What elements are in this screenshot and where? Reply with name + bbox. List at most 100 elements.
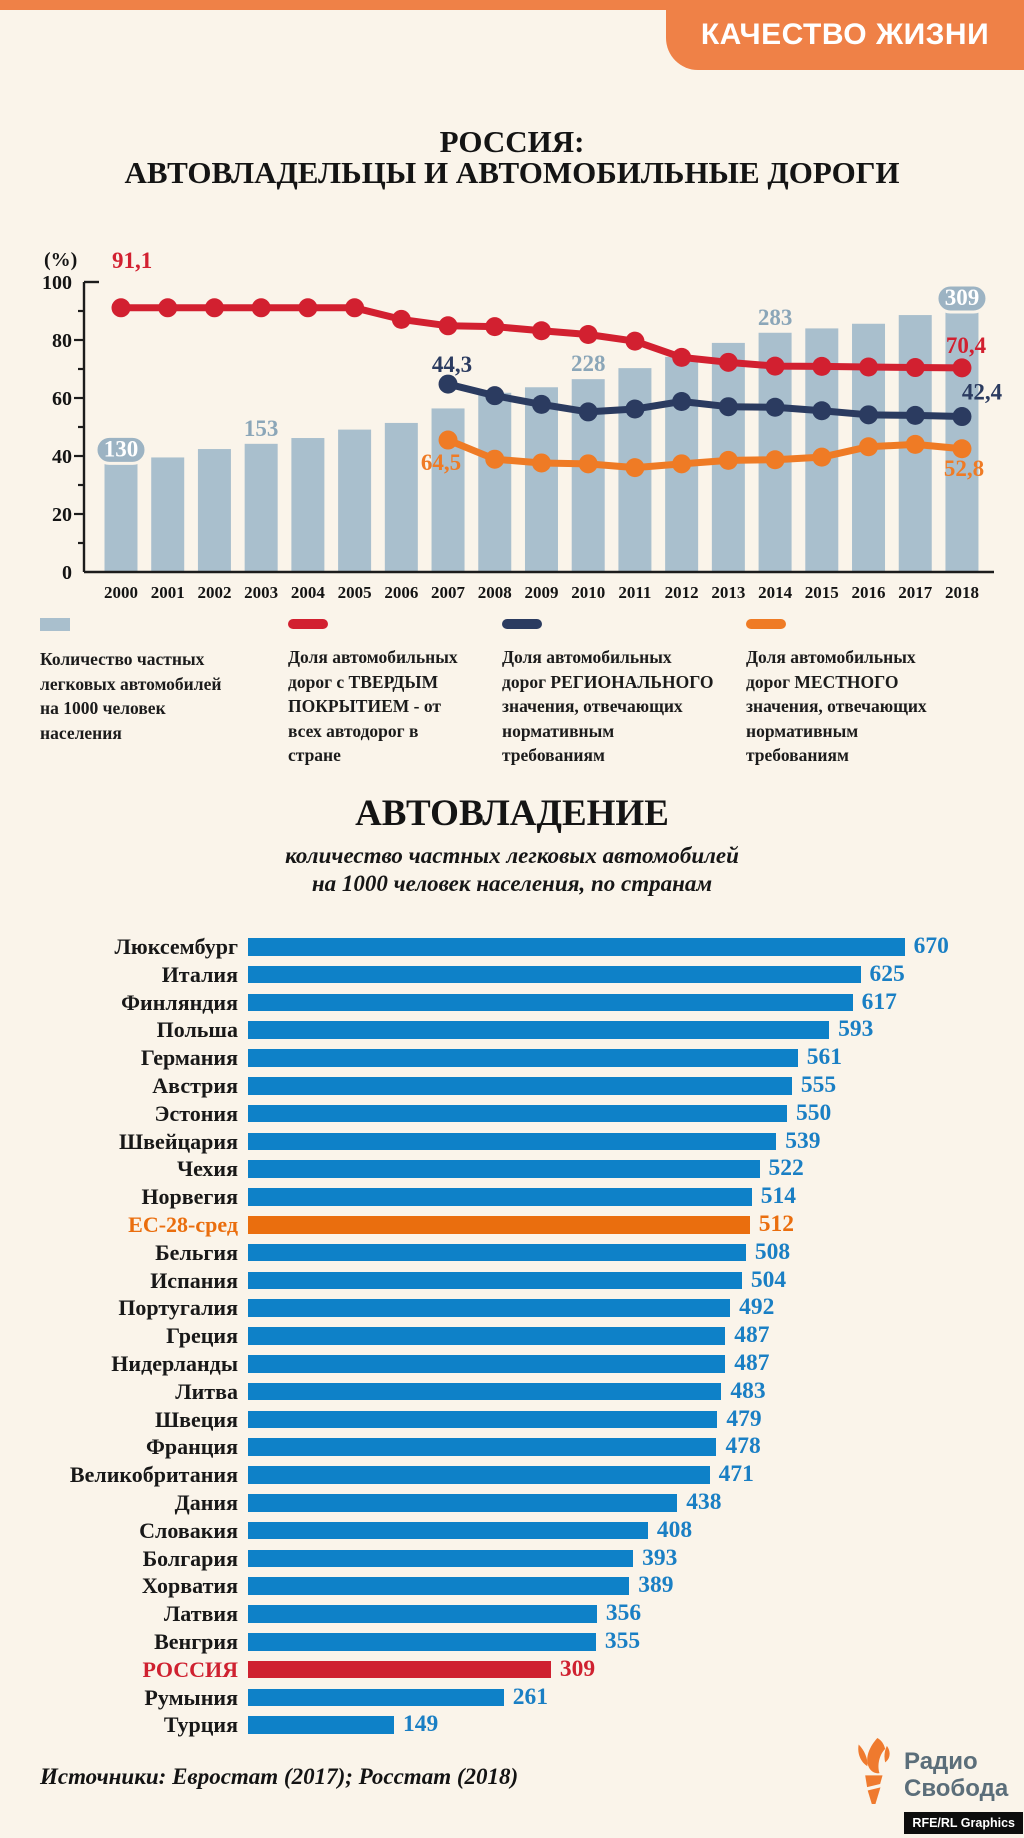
country-row-ЕС-28-сред: ЕС-28-сред 512 xyxy=(0,1211,1024,1239)
ownership-chart-title: АВТОВЛАДЕНИЕ xyxy=(355,793,669,834)
regional-roads-point-2007 xyxy=(438,374,458,394)
y-tick-label: 100 xyxy=(42,272,72,294)
country-value: 149 xyxy=(403,1711,439,1738)
country-bar xyxy=(248,1077,792,1095)
local-roads-point-2011 xyxy=(625,458,645,478)
country-row-Бельгия: Бельгия 508 xyxy=(0,1239,1024,1267)
paved-roads-point-2010 xyxy=(578,324,598,344)
country-row-Испания: Испания 504 xyxy=(0,1267,1024,1295)
regional-roads-point-2011 xyxy=(625,399,645,419)
country-label: Германия xyxy=(140,1045,238,1071)
paved-roads-point-2016 xyxy=(859,357,879,377)
legend-item-0: Количество частных легковых автомобилей … xyxy=(40,612,221,745)
local-roads-last-label: 52,8 xyxy=(944,456,984,481)
x-tick-label-2010: 2010 xyxy=(571,583,605,602)
country-row-Швейцария: Швейцария 539 xyxy=(0,1128,1024,1156)
local-roads-point-2009 xyxy=(531,453,551,473)
country-value: 483 xyxy=(730,1377,766,1404)
country-bar xyxy=(248,1605,597,1623)
x-tick-label-2007: 2007 xyxy=(431,583,466,602)
top-orange-strip xyxy=(0,0,1024,10)
country-bar xyxy=(248,1021,830,1039)
bar-value-label-2010: 228 xyxy=(571,351,606,376)
page-title-line1: РОССИЯ: xyxy=(439,124,585,159)
local-roads-point-2007 xyxy=(438,430,458,450)
x-tick-label-2003: 2003 xyxy=(244,583,278,602)
country-label: Италия xyxy=(161,961,238,987)
regional-roads-point-2016 xyxy=(859,405,879,425)
car-ownership-bar-2004 xyxy=(291,438,325,572)
country-label: РОССИЯ xyxy=(142,1656,238,1682)
paved-roads-point-2000 xyxy=(111,298,131,318)
country-row-Норвегия: Норвегия 514 xyxy=(0,1183,1024,1211)
x-tick-label-2014: 2014 xyxy=(758,583,793,602)
country-value: 478 xyxy=(725,1433,761,1460)
country-value: 504 xyxy=(750,1266,787,1293)
local-roads-point-2018 xyxy=(952,439,972,459)
country-value: 508 xyxy=(754,1238,791,1265)
country-value: 593 xyxy=(838,1016,874,1043)
x-tick-label-2000: 2000 xyxy=(104,583,138,602)
x-tick-label-2012: 2012 xyxy=(665,583,699,602)
torch-icon xyxy=(858,1738,890,1804)
regional-roads-point-2017 xyxy=(905,405,925,425)
country-label: Нидерланды xyxy=(111,1351,238,1376)
y-tick-label: 80 xyxy=(52,330,72,352)
local-roads-point-2012 xyxy=(672,454,692,474)
country-label: Португалия xyxy=(118,1295,238,1321)
country-row-Австрия: Австрия 555 xyxy=(0,1072,1024,1100)
paved-roads-point-2018 xyxy=(952,358,972,378)
country-bar xyxy=(248,1466,710,1484)
legend-line-swatch xyxy=(746,619,786,629)
bar-value-label-2003: 153 xyxy=(244,416,279,441)
local-roads-point-2015 xyxy=(812,447,832,467)
country-value: 487 xyxy=(734,1350,770,1376)
country-bar xyxy=(248,1688,504,1707)
regional-roads-point-2014 xyxy=(765,397,785,417)
country-label: Дания xyxy=(174,1490,238,1515)
country-bar xyxy=(248,1660,551,1679)
country-row-Португалия: Португалия 492 xyxy=(0,1294,1024,1322)
country-row-Германия: Германия 561 xyxy=(0,1044,1024,1072)
regional-roads-point-2013 xyxy=(718,397,738,417)
ownership-chart-subtitle: количество частных легковых автомобилей … xyxy=(285,843,739,897)
country-bar xyxy=(248,1188,752,1206)
country-label: Великобритания xyxy=(69,1462,238,1488)
country-row-Латвия: Латвия 356 xyxy=(0,1600,1024,1628)
paved-roads-point-2005 xyxy=(345,298,365,318)
country-row-Франция: Франция 478 xyxy=(0,1433,1024,1461)
regional-roads-point-2015 xyxy=(812,401,832,421)
country-bar xyxy=(248,1132,777,1151)
regional-roads-point-2018 xyxy=(952,407,972,427)
paved-roads-point-2003 xyxy=(251,298,271,318)
country-value: 514 xyxy=(760,1183,796,1210)
sources-note: Источники: Евростат (2017); Росстат (201… xyxy=(40,1764,519,1789)
country-bar xyxy=(248,1577,630,1595)
country-label: Венгрия xyxy=(154,1629,238,1654)
country-bar xyxy=(248,1299,731,1317)
y-tick-label: 20 xyxy=(52,504,72,526)
country-label: Швейцария xyxy=(119,1128,238,1154)
country-row-Румыния: Румыния 261 xyxy=(0,1684,1024,1712)
country-row-Польша: Польша 593 xyxy=(0,1016,1024,1044)
radio-svoboda-wordmark: Радио Свобода xyxy=(904,1748,1008,1802)
country-label: Норвегия xyxy=(141,1184,238,1210)
country-row-Венгрия: Венгрия 355 xyxy=(0,1628,1024,1656)
paved-roads-last-label: 70,4 xyxy=(946,333,987,358)
country-label: Финляндия xyxy=(121,989,238,1015)
country-bar xyxy=(248,1049,798,1067)
chart-legend: Количество частных легковых автомобилей … xyxy=(0,612,1024,784)
country-bar xyxy=(248,1355,726,1373)
car-ownership-bar-2002 xyxy=(197,449,231,572)
x-tick-label-2011: 2011 xyxy=(618,583,651,602)
country-bar xyxy=(248,1494,678,1512)
legend-item-text: Доля автомобильных дорог РЕГИОНАЛЬНОГО з… xyxy=(502,647,714,765)
country-bar xyxy=(248,1160,760,1178)
x-tick-label-2016: 2016 xyxy=(852,583,886,602)
legend-item-text: Доля автомобильных дорог МЕСТНОГО значен… xyxy=(746,647,927,765)
page-title-line2: АВТОВЛАДЕЛЬЦЫ И АВТОМОБИЛЬНЫЕ ДОРОГИ xyxy=(124,155,900,190)
x-tick-label-2015: 2015 xyxy=(805,583,839,602)
country-value: 555 xyxy=(800,1072,837,1098)
page-title: РОССИЯ: АВТОВЛАДЕЛЬЦЫ И АВТОМОБИЛЬНЫЕ ДО… xyxy=(0,126,1024,188)
country-value: 512 xyxy=(758,1211,794,1237)
